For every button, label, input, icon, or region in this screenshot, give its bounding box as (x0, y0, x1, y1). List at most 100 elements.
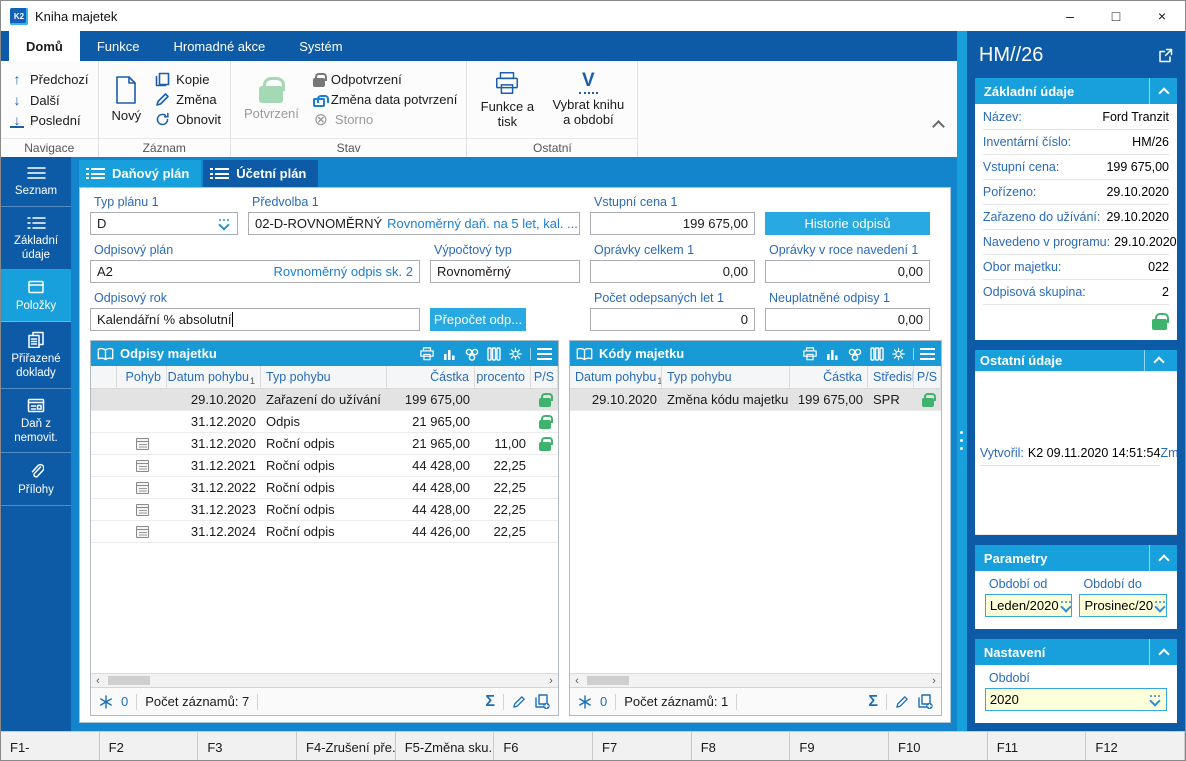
obdobi-do-select[interactable]: Prosinec/20 (1079, 594, 1167, 617)
sidebar-item-zakladni-udaje[interactable]: Základní údaje (1, 207, 71, 271)
odpisovy-plan-link[interactable]: Rovnoměrný odpis sk. 2 (273, 264, 413, 279)
fkey-f12[interactable]: F12 (1086, 732, 1185, 760)
col-typ-pohybu[interactable]: Typ pohybu (662, 366, 790, 388)
table-row[interactable]: 31.12.2023 Roční odpis 44 428,00 22,25 (91, 499, 558, 521)
predvolba-select[interactable]: 02-D-ROVNOMĚRNÝ Rovnoměrný daň. na 5 let… (248, 212, 580, 235)
collapse-section-button[interactable] (1144, 350, 1172, 371)
vypoctovy-typ-input[interactable]: Rovnoměrný (430, 260, 580, 283)
tab-ucetni-plan[interactable]: Účetní plán (203, 160, 319, 187)
confirm-button[interactable]: Potvrzení (240, 77, 303, 122)
frozen-rows-icon[interactable] (99, 694, 113, 709)
obdobi-select[interactable]: 2020 (984, 688, 1167, 711)
minimize-button[interactable]: – (1066, 8, 1074, 24)
dropdown-icon[interactable] (1153, 599, 1166, 612)
fkey-f4[interactable]: F4-Zrušení pře... (297, 732, 396, 760)
sidebar-item-dan-z-nemovitosti[interactable]: Daň z nemovit. (1, 389, 71, 454)
dropdown-icon[interactable] (1148, 693, 1162, 706)
table-row[interactable]: 31.12.2021 Roční odpis 44 428,00 22,25 (91, 455, 558, 477)
panel-splitter[interactable] (957, 31, 967, 731)
fkey-f2[interactable]: F2 (100, 732, 199, 760)
settings-gear-icon[interactable] (508, 347, 523, 361)
fkey-f10[interactable]: F10 (889, 732, 988, 760)
dropdown-icon[interactable] (578, 217, 579, 230)
table-row[interactable]: 31.12.2022 Roční odpis 44 428,00 22,25 (91, 477, 558, 499)
vstupni-cena-input[interactable]: 199 675,00 (590, 212, 755, 235)
table-row[interactable]: 29.10.2020 Zařazení do užívání 199 675,0… (91, 389, 558, 411)
sidebar-item-prilohy[interactable]: Přílohy (1, 453, 71, 507)
edit-pencil-icon[interactable] (895, 695, 909, 709)
copy-add-icon[interactable] (534, 694, 550, 709)
col-datum-pohybu[interactable]: Datum pohybu 1 (570, 366, 662, 388)
dropdown-icon[interactable] (1059, 599, 1072, 612)
storno-button[interactable]: ⊗ Storno (313, 111, 457, 128)
fkey-f3[interactable]: F3 (198, 732, 298, 760)
collapse-ribbon-icon[interactable] (932, 120, 945, 133)
scroll-left-icon[interactable]: ‹ (96, 674, 100, 687)
col-stredisko[interactable]: Středisko (868, 366, 914, 388)
col-ps[interactable]: P/S (531, 366, 558, 388)
print-icon[interactable] (802, 346, 818, 361)
horizontal-scrollbar[interactable]: ‹ › (91, 673, 558, 687)
col-ps[interactable]: P/S (914, 366, 941, 388)
refresh-button[interactable]: Obnovit (155, 112, 221, 127)
chart-icon[interactable] (825, 347, 840, 361)
neuplatnene-input[interactable]: 0,00 (765, 308, 930, 331)
ribbon-tab-domu[interactable]: Domů (9, 31, 80, 61)
pocet-let-input[interactable]: 0 (590, 308, 755, 331)
odpisovy-rok-input[interactable]: Kalendářní % absolutní (90, 308, 420, 331)
edit-pencil-icon[interactable] (512, 695, 526, 709)
close-button[interactable]: × (1157, 8, 1167, 24)
odpisovy-plan-input[interactable]: A2 Rovnoměrný odpis sk. 2 (90, 260, 420, 283)
sidebar-item-seznam[interactable]: Seznam (1, 157, 71, 207)
fkey-f6[interactable]: F6 (494, 732, 594, 760)
historie-odpisu-button[interactable]: Historie odpisů (765, 212, 930, 235)
collapse-section-button[interactable] (1149, 78, 1177, 104)
gears-icon[interactable] (464, 347, 480, 361)
copy-button[interactable]: Kopie (155, 72, 221, 87)
next-button[interactable]: ↓ Další (10, 92, 89, 108)
print-icon[interactable] (419, 346, 435, 361)
obdobi-od-select[interactable]: Leden/2020 (984, 594, 1073, 617)
change-confirm-date-button[interactable]: Změna data potvrzení (312, 92, 457, 107)
select-book-period-button[interactable]: V Vybrat knihu a období (548, 71, 628, 128)
last-button[interactable]: ↓ Poslední (10, 113, 89, 128)
chart-icon[interactable] (442, 347, 457, 361)
table-row[interactable]: 31.12.2020 Roční odpis 21 965,00 11,00 (91, 433, 558, 455)
new-button[interactable]: Nový (108, 75, 146, 124)
frozen-rows-icon[interactable] (578, 694, 592, 709)
opravky-v-roce-input[interactable]: 0,00 (765, 260, 930, 283)
sidebar-item-polozky[interactable]: Položky (1, 270, 71, 323)
fkey-f5[interactable]: F5-Změna sku... (396, 732, 495, 760)
table-menu-icon[interactable] (913, 347, 935, 360)
scrollbar-thumb[interactable] (108, 676, 150, 685)
functions-print-button[interactable]: Funkce a tisk (476, 70, 538, 130)
sidebar-item-prirazene-doklady[interactable]: Přiřazené doklady (1, 322, 71, 389)
col-typ-pohybu[interactable]: Typ pohybu (261, 366, 387, 388)
collapse-section-button[interactable] (1149, 639, 1177, 665)
col-castka[interactable]: Částka (387, 366, 475, 388)
col-datum-pohybu[interactable]: Datum pohybu 1 (167, 366, 261, 388)
unconfirm-button[interactable]: Odpotvrzení (312, 72, 457, 87)
ribbon-tab-funkce[interactable]: Funkce (96, 38, 140, 54)
tab-danovy-plan[interactable]: Daňový plán (79, 160, 202, 187)
columns-icon[interactable] (870, 346, 884, 361)
col-pohyb[interactable]: Pohyb (117, 366, 167, 388)
table-row[interactable]: 29.10.2020 Změna kódu majetku 199 675,00… (570, 389, 941, 411)
fkey-f9[interactable]: F9 (790, 732, 890, 760)
collapse-section-button[interactable] (1149, 545, 1177, 571)
dropdown-icon[interactable] (217, 217, 231, 230)
sum-icon[interactable]: Σ (485, 692, 495, 710)
settings-gear-icon[interactable] (891, 347, 906, 361)
table-row[interactable]: 31.12.2024 Roční odpis 44 426,00 22,25 (91, 521, 558, 543)
open-external-icon[interactable] (1158, 48, 1173, 63)
scroll-right-icon[interactable]: › (549, 674, 553, 687)
fkey-f11[interactable]: F11 (988, 732, 1087, 760)
scrollbar-thumb[interactable] (587, 676, 629, 685)
opravky-celkem-input[interactable]: 0,00 (590, 260, 755, 283)
fkey-f7[interactable]: F7 (593, 732, 692, 760)
col-rocni-procento[interactable]: Roční procento (475, 366, 531, 388)
previous-button[interactable]: ↑ Předchozí (10, 71, 89, 87)
horizontal-scrollbar[interactable]: ‹ › (570, 673, 941, 687)
fkey-f1[interactable]: F1- (1, 732, 100, 760)
scroll-left-icon[interactable]: ‹ (575, 674, 579, 687)
